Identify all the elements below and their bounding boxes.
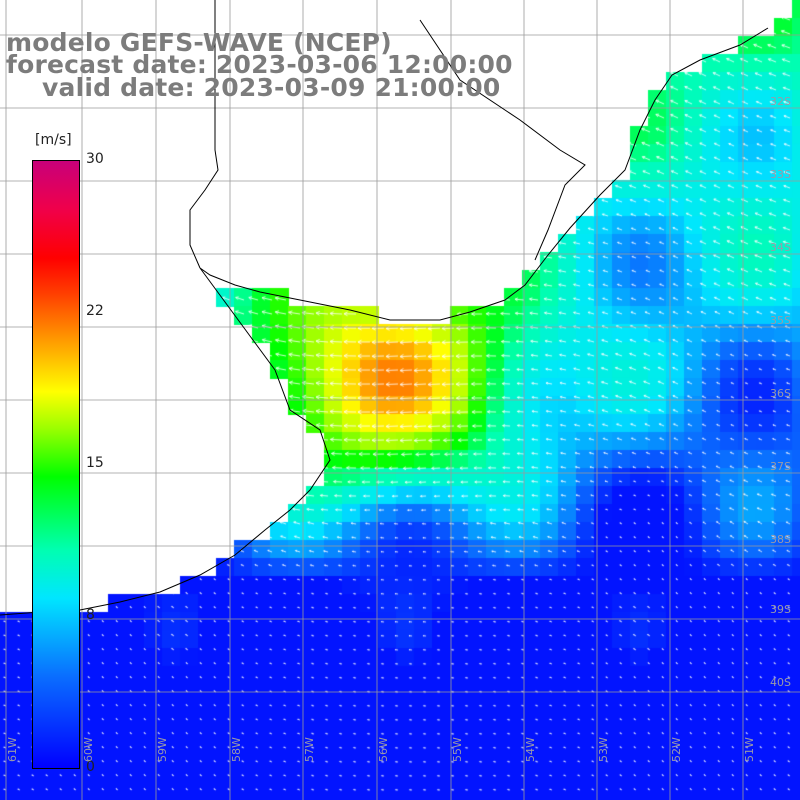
lat-label-34s: 34S — [770, 241, 791, 254]
lon-label-58w: 58W — [230, 737, 243, 762]
lon-label-52w: 52W — [670, 737, 683, 762]
lon-label-61w: 61W — [6, 737, 19, 762]
lat-label-32s: 32S — [770, 95, 791, 108]
lon-label-56w: 56W — [377, 737, 390, 762]
lon-label-57w: 57W — [303, 737, 316, 762]
lon-label-60w: 60W — [82, 737, 95, 762]
lat-label-39s: 39S — [770, 603, 791, 616]
forecast-date: forecast date: 2023-03-06 12:00:00 — [6, 50, 513, 79]
valid-date: valid date: 2023-03-09 21:00:00 — [42, 73, 501, 102]
colorbar-tick-15: 15 — [86, 455, 104, 471]
lat-label-35s: 35S — [770, 314, 791, 327]
colorbar — [32, 160, 80, 769]
colorbar-unit: [m/s] — [35, 132, 72, 148]
country-border — [419, 19, 586, 261]
lon-label-51w: 51W — [743, 737, 756, 762]
lat-label-40s: 40S — [770, 676, 791, 689]
lat-label-36s: 36S — [770, 387, 791, 400]
lat-label-37s: 37S — [770, 460, 791, 473]
lon-label-54w: 54W — [524, 737, 537, 762]
lon-label-55w: 55W — [451, 737, 464, 762]
colorbar-tick-0: 0 — [86, 759, 95, 775]
colorbar-tick-8: 8 — [86, 607, 95, 623]
colorbar-tick-22: 22 — [86, 303, 104, 319]
lat-label-33s: 33S — [770, 168, 791, 181]
lon-label-53w: 53W — [597, 737, 610, 762]
lat-label-38s: 38S — [770, 533, 791, 546]
colorbar-tick-30: 30 — [86, 151, 104, 167]
country-border — [189, 0, 219, 269]
lon-label-59w: 59W — [156, 737, 169, 762]
coastline — [0, 27, 769, 616]
model-title: modelo GEFS-WAVE (NCEP) — [6, 28, 392, 57]
